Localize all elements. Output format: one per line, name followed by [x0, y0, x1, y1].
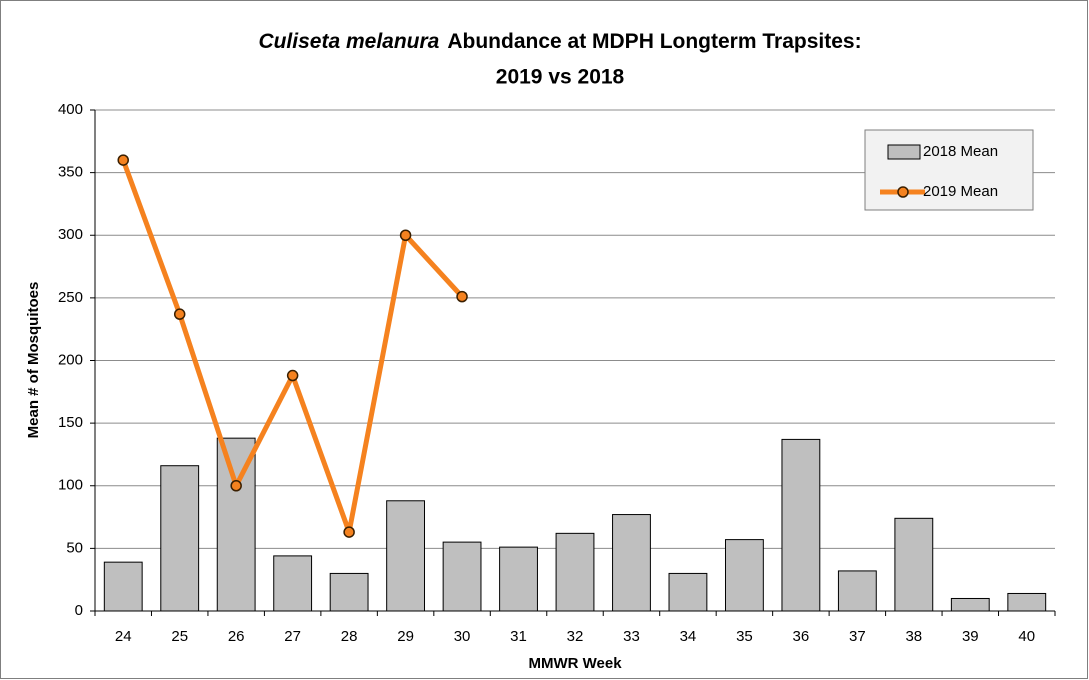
- x-tick-label: 37: [849, 628, 866, 645]
- title-species: Culiseta melanura: [258, 30, 439, 53]
- x-tick-label: 25: [171, 628, 188, 645]
- y-tick-label: 300: [58, 226, 83, 243]
- bar: [1007, 592, 1047, 612]
- bar: [442, 541, 482, 612]
- marker: [399, 229, 412, 241]
- bar: [724, 539, 764, 612]
- y-tick-label: 0: [75, 602, 83, 619]
- x-tick-label: 36: [793, 628, 810, 645]
- marker: [286, 369, 299, 382]
- marker: [117, 154, 129, 166]
- y-tick-label: 200: [58, 351, 83, 368]
- legend-label: 2018 Mean: [923, 143, 998, 160]
- title-rest: Abundance at MDPH Longterm Trapsites:: [447, 30, 861, 53]
- x-tick-label: 30: [454, 628, 471, 645]
- y-tick-label: 250: [58, 289, 83, 306]
- x-tick-label: 28: [341, 628, 358, 645]
- y-tick-label: 50: [66, 539, 83, 556]
- legend-label: 2019 Mean: [923, 183, 998, 200]
- bar: [950, 597, 990, 612]
- x-tick-label: 24: [115, 628, 132, 645]
- x-tick-label: 29: [397, 628, 414, 645]
- bar: [781, 438, 821, 612]
- marker: [343, 526, 355, 538]
- bar: [612, 514, 651, 612]
- y-tick-label: 350: [58, 164, 83, 181]
- chart-title: Culiseta melanura Abundance at MDPH Longt…: [258, 30, 861, 53]
- bar: [386, 500, 426, 612]
- bar: [668, 572, 708, 612]
- bar: [499, 546, 538, 612]
- x-tick-label: 34: [680, 628, 697, 645]
- legend-marker: [897, 186, 909, 198]
- x-tick-label: 39: [962, 628, 979, 645]
- y-tick-label: 400: [58, 101, 83, 118]
- y-axis-title: Mean # of Mosquitoes: [25, 282, 42, 439]
- y-tick-label: 150: [58, 414, 83, 431]
- bar: [216, 437, 256, 612]
- marker: [173, 308, 186, 320]
- x-tick-label: 33: [623, 628, 640, 645]
- chart-subtitle: 2019 vs 2018: [496, 66, 625, 89]
- legend-swatch: [887, 144, 921, 160]
- bar: [837, 570, 877, 612]
- bar: [103, 561, 143, 612]
- legend-box: [864, 129, 1034, 211]
- bar: [555, 532, 595, 612]
- x-tick-label: 31: [510, 628, 527, 645]
- marker: [456, 290, 468, 303]
- y-tick-label: 100: [58, 477, 83, 494]
- x-tick-label: 26: [228, 628, 245, 645]
- bar: [329, 572, 369, 612]
- x-tick-label: 35: [736, 628, 753, 645]
- x-tick-label: 40: [1018, 628, 1035, 645]
- x-tick-label: 27: [284, 628, 301, 645]
- x-axis-title: MMWR Week: [528, 655, 622, 672]
- bar: [894, 517, 934, 612]
- bar: [160, 465, 200, 612]
- x-tick-label: 32: [567, 628, 584, 645]
- marker: [230, 480, 242, 492]
- x-tick-label: 38: [905, 628, 922, 645]
- bar: [273, 555, 313, 612]
